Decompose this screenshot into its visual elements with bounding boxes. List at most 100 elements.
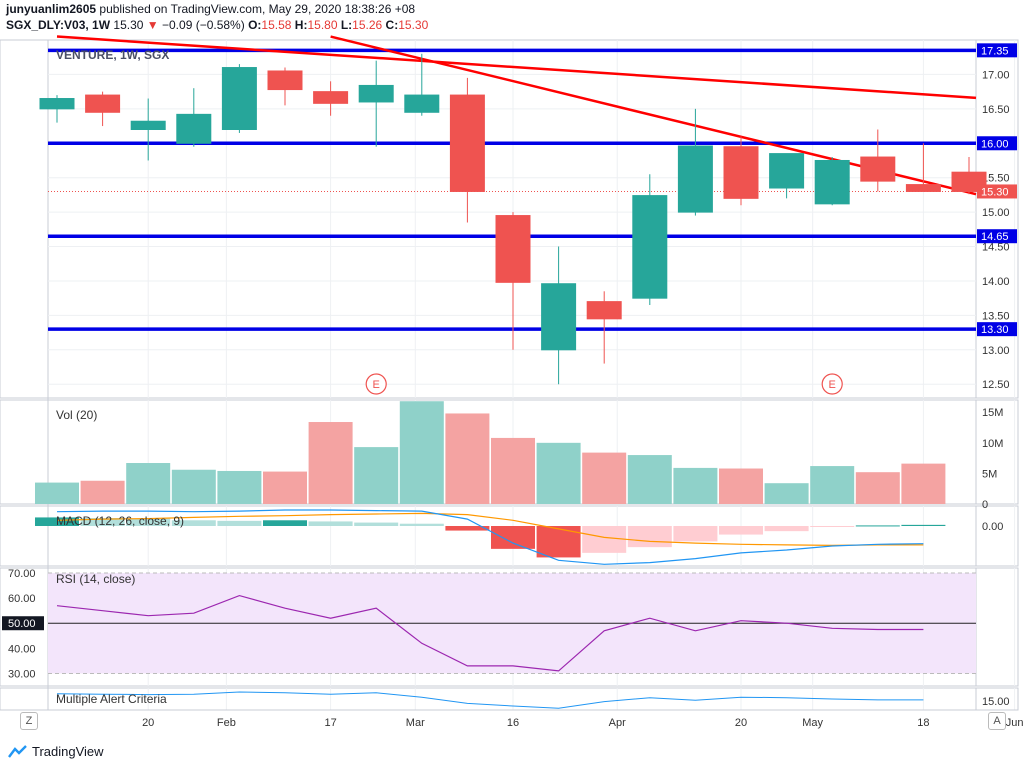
volume-bar [901,463,946,504]
volume-tick-label: 10M [982,438,1003,450]
macd-histogram-bar [35,517,79,526]
price-tick-label: 16.50 [982,104,1010,116]
candle-body [130,120,166,131]
price-tick-label: 15.50 [982,173,1010,185]
volume-bar [673,467,718,504]
volume-bar [399,401,444,504]
last-price-badge [977,184,1017,199]
author-name[interactable]: junyuanlim2605 [6,2,97,16]
macd-histogram-bar [673,526,718,542]
volume-bar [855,472,900,504]
rsi-tick-label: 30.00 [8,668,36,680]
tradingview-logo[interactable]: TradingView [8,744,104,759]
volume-bar [217,470,262,504]
candle-body [814,159,850,205]
candle-body [905,184,941,192]
macd-histogram-bar [719,526,763,535]
volume-bar [263,471,307,504]
candle-body [541,283,577,351]
macd-histogram-bar [399,523,444,526]
volume-bar [445,413,490,504]
volume-bar [354,447,399,504]
macd-pane-label: MACD (12, 26, close, 9) [56,514,185,528]
macd-tick-label: 0.00 [982,521,1003,533]
earnings-marker-icon [365,373,387,395]
main-pane-label: VENTURE, 1W, SGX [56,48,170,62]
change-arrow-icon: ▼ [146,18,159,32]
candle-body [495,215,531,283]
earnings-marker-label: E [373,379,380,391]
price-tick-label: 14.50 [982,242,1010,254]
volume-tick-label: 5M [982,468,997,480]
volume-bar [491,437,535,504]
alert-tick-label: 15.00 [982,696,1010,708]
close-label: C: [385,18,399,32]
rsi-tick-label: 60.00 [8,593,36,605]
high-label: H: [294,18,308,32]
earnings-marker-label: E [829,379,836,391]
rsi-midline-badge [2,616,44,631]
macd-histogram-bar [536,526,581,558]
price-tick-label: 12.50 [982,379,1010,391]
macd-histogram-bar [901,524,946,526]
candle-body [769,153,805,189]
rsi-line [56,594,924,672]
price-change: −0.09 (−0.58%) [162,18,245,32]
level-price-badge [977,136,1017,151]
macd-signal-line [56,512,924,547]
level-price-badge [977,43,1017,58]
x-tick-label: Feb [217,717,236,729]
trendline [56,35,977,100]
candle-body [358,84,394,103]
candle-body [677,145,713,213]
tradingview-logo-icon [8,744,27,758]
tradingview-brand: TradingView [32,744,104,759]
publish-info: junyuanlim2605 published on TradingView.… [6,2,415,16]
symbol-header: SGX_DLY:V03, 1W 15.30 ▼ −0.09 (−0.58%) O… [6,18,428,32]
candle-body [267,70,303,91]
macd-histogram-bar [217,520,262,526]
volume-tick-label: 0 [982,499,988,511]
level-price-badge [977,229,1017,244]
price-tick-label: 13.50 [982,310,1010,322]
volume-bar [582,452,627,504]
volume-bar [810,466,855,504]
auto-scale-button[interactable]: A [988,712,1006,730]
volume-bar [80,480,125,504]
x-tick-label: 18 [917,717,929,729]
alert-criteria-line [56,691,924,709]
open-label: O: [248,18,262,32]
rsi-tick-label: 40.00 [8,643,36,655]
rsi-tick-label: 50.00 [8,618,36,630]
volume-bar [171,469,216,504]
macd-histogram-bar [855,525,900,527]
alert-pane-label: Multiple Alert Criteria [56,692,167,706]
x-tick-label: Jun [1006,717,1024,729]
candle-body [176,113,212,144]
volume-pane-label: Vol (20) [56,408,98,422]
macd-histogram-bar [445,526,490,531]
x-tick-label: 16 [507,717,519,729]
candle-body [723,146,759,199]
volume-bar [764,483,809,504]
macd-histogram-bar [764,526,809,532]
symbol-name: SGX_DLY:V03, 1W [6,18,111,32]
rsi-tick-label: 70.00 [8,568,36,580]
x-tick-label: 20 [735,717,747,729]
timezone-button[interactable]: Z [20,712,38,730]
macd-histogram-bar [354,522,399,526]
volume-tick-label: 15M [982,407,1003,419]
level-price-badge [977,322,1017,337]
candle-body [860,156,896,182]
x-tick-label: 17 [324,717,336,729]
candle-body [586,301,622,320]
volume-bar [627,455,672,504]
open-value: 15.58 [261,18,292,32]
volume-bar [308,422,353,504]
high-value: 15.80 [307,18,338,32]
publish-text: published on TradingView.com, May 29, 20… [99,2,416,16]
price-tick-label: 17.00 [982,69,1010,81]
volume-bar [536,442,581,504]
volume-bar [126,463,171,504]
